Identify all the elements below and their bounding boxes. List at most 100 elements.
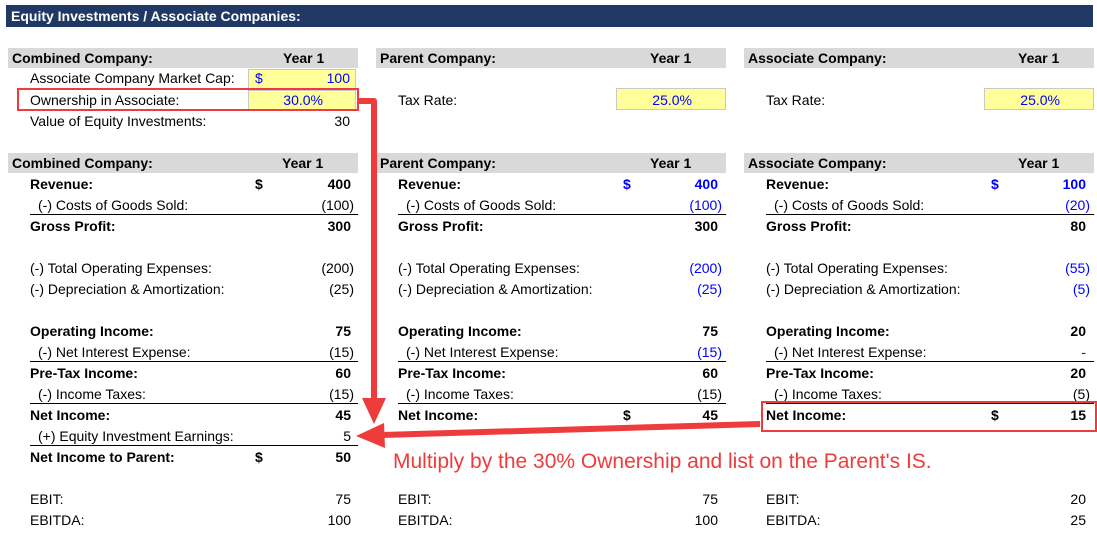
pretax-income-value: 60 (335, 365, 351, 381)
header-year: Year 1 (1018, 50, 1060, 66)
arrow-ownership-to-equity-earnings (357, 98, 386, 424)
market-cap-currency: $ (255, 70, 263, 86)
associate-assumptions-header: Associate Company: Year 1 (744, 48, 1094, 68)
interest-label: (-) Net Interest Expense: (38, 344, 191, 360)
underline (398, 403, 726, 404)
gross-profit-value: 300 (327, 218, 351, 234)
da-value: (25) (329, 281, 354, 297)
income-taxes-label: (-) Income Taxes: (406, 386, 514, 402)
parent-tax-label: Tax Rate: (398, 92, 458, 108)
market-cap-label: Associate Company Market Cap: (30, 70, 235, 86)
revenue-value: 400 (694, 176, 718, 192)
associate-is-header: Associate Company: Year 1 (744, 153, 1094, 173)
opex-label: (-) Total Operating Expenses: (30, 260, 212, 276)
underline (766, 361, 1094, 362)
equity-earnings-value: 5 (343, 428, 351, 444)
ebit-value: 20 (1070, 491, 1086, 507)
sheet-title: Equity Investments / Associate Companies… (6, 5, 1093, 27)
header-year: Year 1 (1018, 155, 1060, 171)
net-income-label: Net Income: (766, 407, 847, 423)
associate-tax-label: Tax Rate: (766, 92, 826, 108)
ebitda-label: EBITDA: (398, 512, 453, 528)
ebitda-value: 100 (327, 512, 351, 528)
header-year: Year 1 (283, 50, 325, 66)
revenue-label: Revenue: (766, 176, 830, 192)
annotation-text: Multiply by the 30% Ownership and list o… (393, 450, 932, 473)
parent-is-header: Parent Company: Year 1 (376, 153, 726, 173)
ownership-highlight-box (17, 88, 359, 111)
parent-tax-value: 25.0% (652, 92, 692, 108)
ebit-value: 75 (335, 491, 351, 507)
gross-profit-label: Gross Profit: (30, 218, 116, 234)
net-income-label: Net Income: (398, 407, 479, 423)
gross-profit-label: Gross Profit: (398, 218, 484, 234)
ebitda-label: EBITDA: (766, 512, 821, 528)
pretax-income-value: 60 (702, 365, 718, 381)
header-label: Associate Company: (748, 155, 887, 171)
header-year: Year 1 (282, 155, 324, 171)
operating-income-label: Operating Income: (766, 323, 890, 339)
combined-assumptions-header: Combined Company: Year 1 (8, 48, 358, 68)
opex-value: (55) (1065, 260, 1090, 276)
opex-label: (-) Total Operating Expenses: (766, 260, 948, 276)
revenue-label: Revenue: (398, 176, 462, 192)
equity-earnings-label: (+) Equity Investment Earnings: (38, 428, 234, 444)
net-income-to-parent-value: 50 (335, 449, 351, 465)
net-income-currency: $ (623, 407, 631, 423)
equity-value: 30 (334, 113, 350, 129)
revenue-currency: $ (255, 176, 263, 192)
cogs-value: (100) (689, 197, 722, 213)
operating-income-label: Operating Income: (398, 323, 522, 339)
operating-income-label: Operating Income: (30, 323, 154, 339)
gross-profit-label: Gross Profit: (766, 218, 852, 234)
underline (30, 403, 358, 404)
header-label: Parent Company: (380, 155, 496, 171)
header-year: Year 1 (650, 155, 692, 171)
header-year: Year 1 (650, 50, 692, 66)
cogs-label: (-) Costs of Goods Sold: (774, 197, 925, 213)
associate-tax-input[interactable] (984, 88, 1094, 110)
pretax-income-label: Pre-Tax Income: (30, 365, 138, 381)
gross-profit-value: 300 (694, 218, 718, 234)
interest-value: (15) (697, 344, 722, 360)
net-income-to-parent-label: Net Income to Parent: (30, 449, 175, 465)
income-taxes-value: (5) (1072, 386, 1090, 402)
underline (766, 214, 1094, 215)
revenue-value: 100 (1062, 176, 1086, 192)
revenue-currency: $ (991, 176, 999, 192)
net-income-value: 45 (702, 407, 718, 423)
da-value: (5) (1072, 281, 1090, 297)
cogs-label: (-) Costs of Goods Sold: (38, 197, 189, 213)
operating-income-value: 20 (1070, 323, 1086, 339)
interest-label: (-) Net Interest Expense: (406, 344, 559, 360)
operating-income-value: 75 (335, 323, 351, 339)
income-taxes-label: (-) Income Taxes: (774, 386, 882, 402)
cogs-label: (-) Costs of Goods Sold: (406, 197, 557, 213)
underline (30, 214, 358, 215)
pretax-income-value: 20 (1070, 365, 1086, 381)
underline (398, 361, 726, 362)
net-income-value: 15 (1070, 407, 1086, 423)
operating-income-value: 75 (702, 323, 718, 339)
revenue-value: 400 (327, 176, 351, 192)
revenue-currency: $ (623, 176, 631, 192)
market-cap-value: 100 (326, 70, 350, 86)
combined-is-header: Combined Company: Year 1 (8, 153, 358, 173)
opex-value: (200) (321, 260, 354, 276)
income-taxes-value: (15) (697, 386, 722, 402)
arrow-associate-net-income-to-parent (356, 421, 761, 448)
da-label: (-) Depreciation & Amortization: (398, 281, 593, 297)
parent-tax-input[interactable] (616, 88, 726, 110)
underline (30, 361, 358, 362)
net-income-currency: $ (991, 407, 999, 423)
pretax-income-label: Pre-Tax Income: (398, 365, 506, 381)
gross-profit-value: 80 (1070, 218, 1086, 234)
underline (766, 403, 1094, 404)
revenue-label: Revenue: (30, 176, 94, 192)
ownership-label: Ownership in Associate: (30, 92, 180, 108)
income-taxes-value: (15) (329, 386, 354, 402)
pretax-income-label: Pre-Tax Income: (766, 365, 874, 381)
da-value: (25) (697, 281, 722, 297)
parent-assumptions-header: Parent Company: Year 1 (376, 48, 726, 68)
header-label: Associate Company: (748, 50, 887, 66)
